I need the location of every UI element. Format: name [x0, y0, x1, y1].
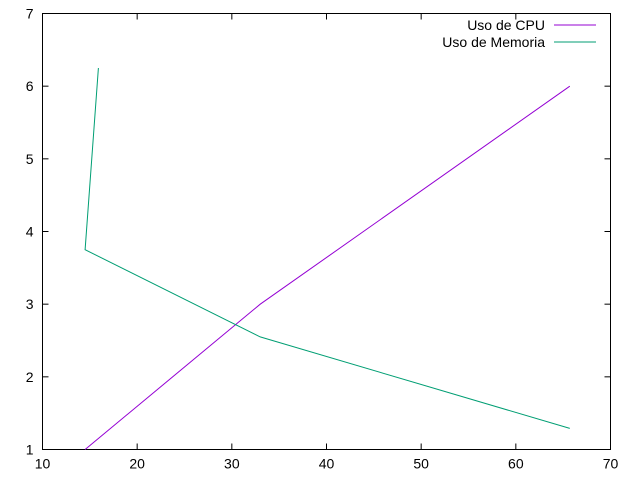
x-tick-label: 30 — [224, 456, 240, 472]
series-line-0 — [84, 85, 571, 450]
axis-ticks: 10 20 30 40 50 60 70 1 2 3 4 5 6 7 — [26, 6, 619, 472]
y-tick-label: 2 — [26, 369, 34, 385]
y-tick-label: 1 — [26, 442, 34, 458]
x-tick-label: 60 — [508, 456, 524, 472]
x-tick-label: 50 — [413, 456, 429, 472]
legend-label-0: Uso de CPU — [467, 17, 545, 33]
series-group — [84, 67, 571, 450]
y-tick-label: 6 — [26, 78, 34, 94]
x-tick-label: 70 — [603, 456, 619, 472]
y-tick-label: 5 — [26, 151, 34, 167]
y-tick-label: 4 — [26, 224, 34, 240]
y-tick-label: 7 — [26, 6, 34, 22]
legend-label-1: Uso de Memoria — [442, 34, 545, 50]
x-tick-label: 20 — [129, 456, 145, 472]
plot-frame — [42, 13, 611, 450]
x-tick-label: 10 — [35, 456, 51, 472]
x-tick-label: 40 — [319, 456, 335, 472]
y-tick-label: 3 — [26, 296, 34, 312]
series-line-1 — [84, 67, 570, 429]
